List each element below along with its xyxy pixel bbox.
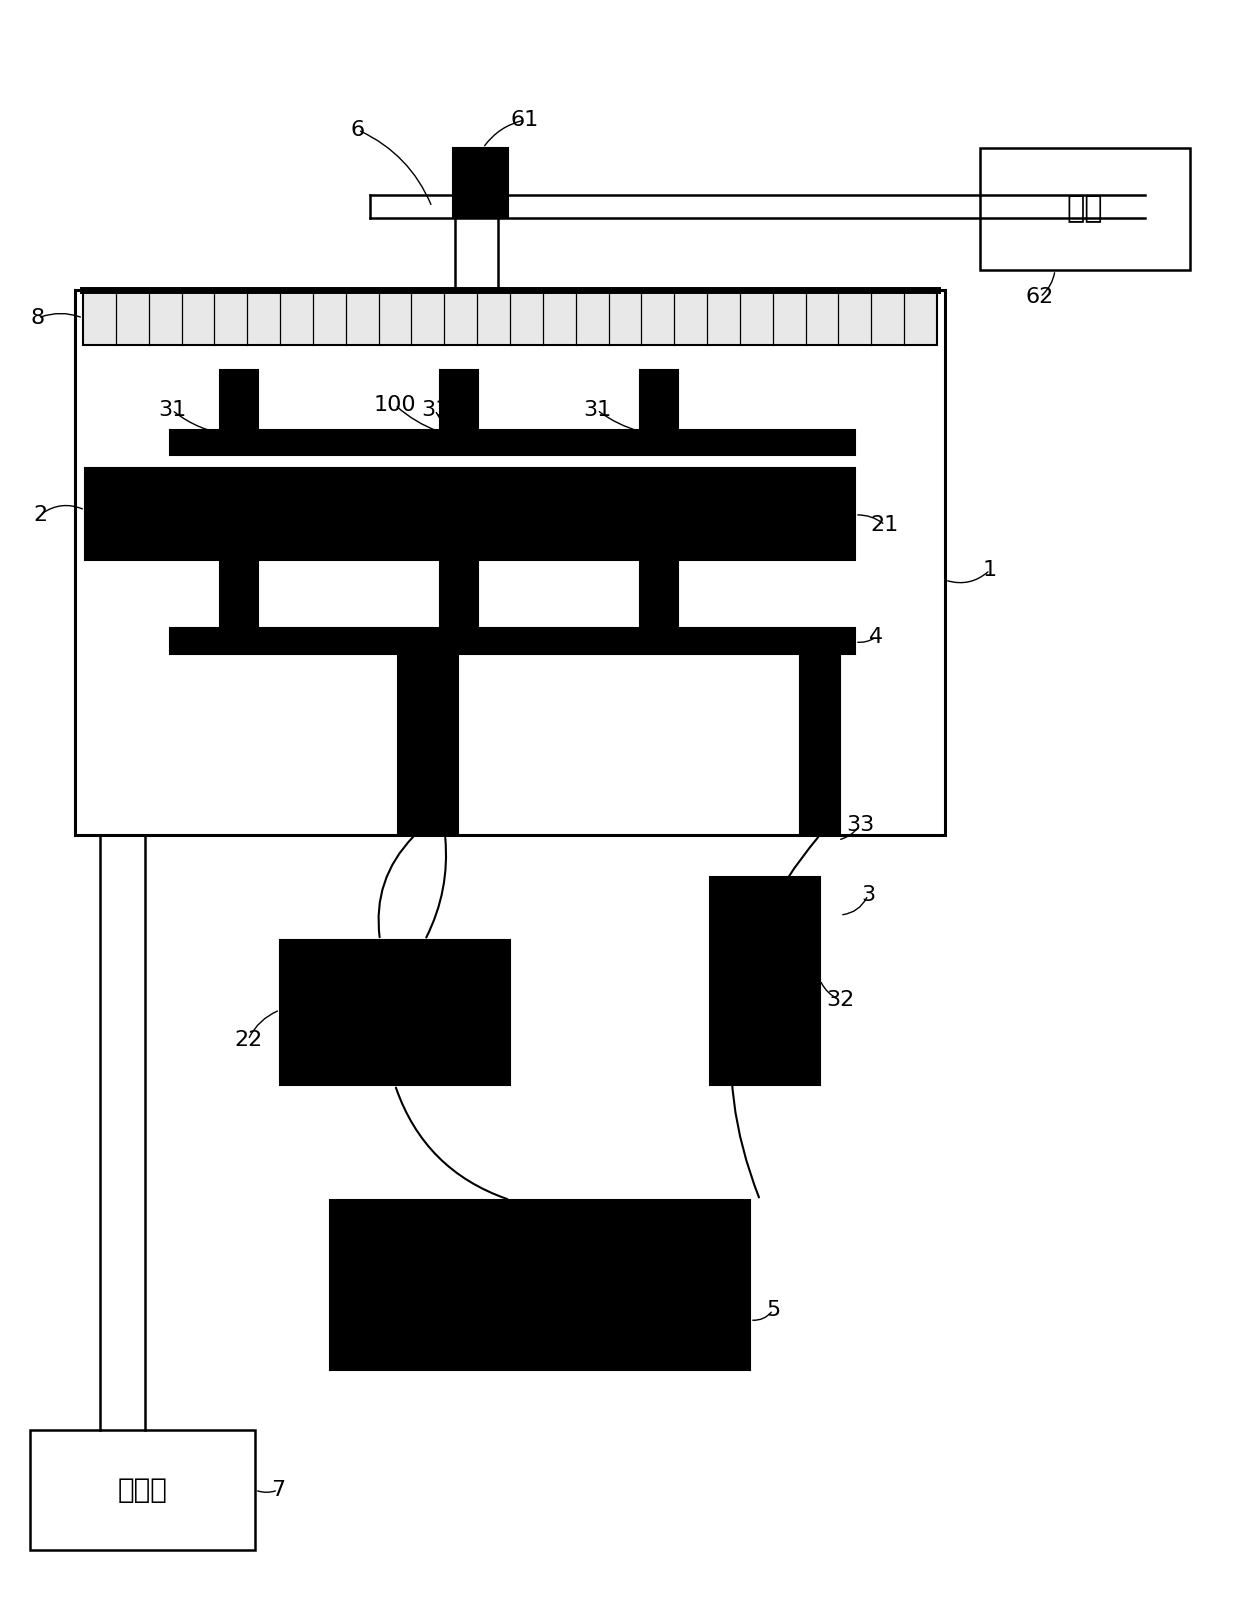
Bar (640, 371, 678, 431)
Text: 7: 7 (270, 1480, 285, 1499)
Text: 31: 31 (583, 400, 611, 419)
Bar (440, 371, 477, 431)
Text: 3: 3 (861, 886, 875, 905)
Bar (170, 628, 856, 654)
Text: 31: 31 (157, 400, 186, 419)
Text: 8: 8 (31, 308, 45, 329)
Bar (74, 290, 945, 835)
Bar (640, 560, 678, 628)
Bar (280, 941, 510, 1085)
Bar (219, 560, 258, 628)
Bar (30, 1430, 255, 1549)
Text: 33: 33 (846, 814, 874, 835)
Text: 31: 31 (420, 400, 449, 419)
Text: 4: 4 (869, 627, 883, 648)
Text: 1: 1 (983, 560, 997, 580)
Text: 61: 61 (511, 110, 539, 130)
Text: 62: 62 (1025, 287, 1054, 308)
Bar (453, 147, 508, 219)
Text: 2: 2 (33, 505, 47, 525)
Text: 气源: 气源 (1066, 194, 1104, 223)
Text: 6: 6 (351, 120, 365, 139)
Bar (86, 468, 856, 560)
Text: 21: 21 (870, 515, 899, 534)
Bar (83, 290, 937, 345)
Text: 100: 100 (373, 395, 417, 414)
Bar (440, 560, 477, 628)
Text: 抽气泵: 抽气泵 (118, 1477, 167, 1504)
Text: 22: 22 (234, 1030, 262, 1051)
Bar (219, 371, 258, 431)
Bar (330, 1200, 750, 1370)
Bar (980, 147, 1190, 270)
Bar (800, 654, 839, 835)
Text: 5: 5 (766, 1300, 780, 1319)
Bar (711, 877, 820, 1085)
Bar (398, 654, 458, 835)
Bar (170, 431, 856, 455)
Text: 32: 32 (826, 989, 854, 1010)
